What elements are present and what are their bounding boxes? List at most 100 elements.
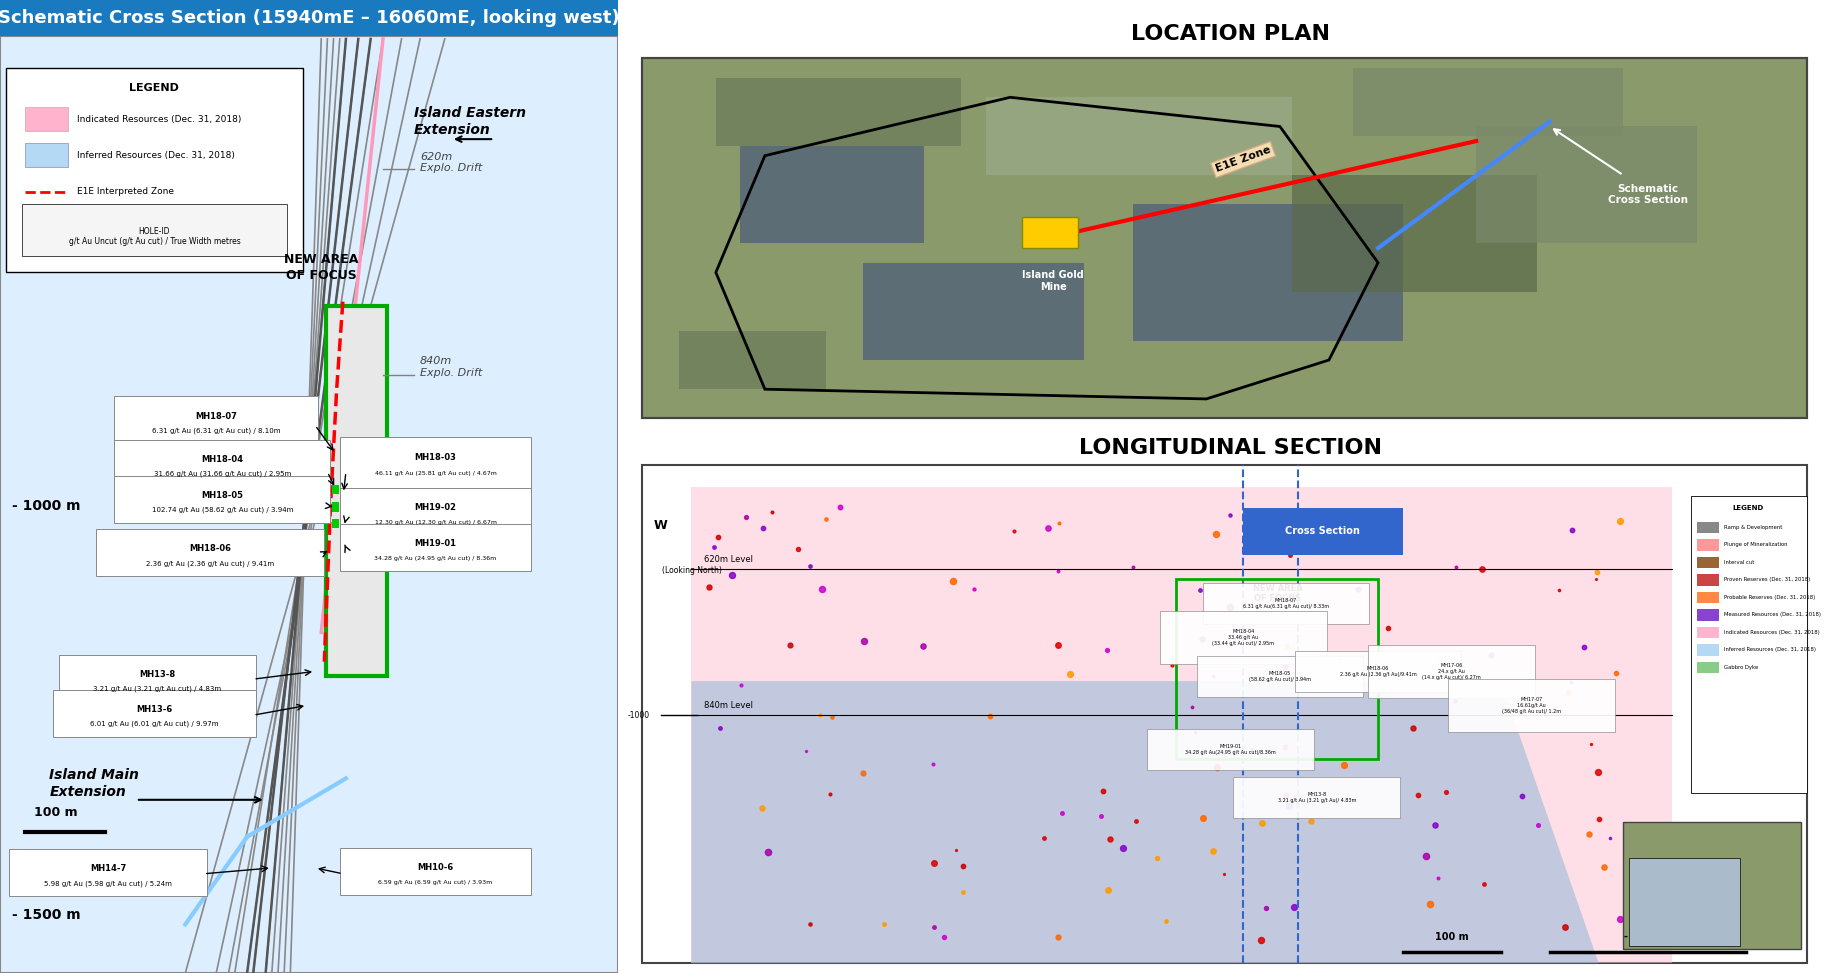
Text: (Looking North): (Looking North) bbox=[662, 566, 721, 575]
Text: 6.59 g/t Au (6.59 g/t Au cut) / 3.93m: 6.59 g/t Au (6.59 g/t Au cut) / 3.93m bbox=[378, 880, 492, 885]
Bar bbox=[1696, 627, 1719, 638]
Text: MH18-04: MH18-04 bbox=[201, 454, 243, 464]
Text: 100 m: 100 m bbox=[1435, 932, 1468, 942]
FancyBboxPatch shape bbox=[1294, 651, 1462, 692]
Text: Ramp & Development: Ramp & Development bbox=[1724, 524, 1781, 530]
Text: Probable Reserves (Dec. 31, 2018): Probable Reserves (Dec. 31, 2018) bbox=[1724, 595, 1814, 600]
Text: 12.30 g/t Au (12.30 g/t Au cut) / 6.67m: 12.30 g/t Au (12.30 g/t Au cut) / 6.67m bbox=[374, 520, 496, 525]
FancyBboxPatch shape bbox=[59, 655, 256, 702]
Text: - 1500 m: - 1500 m bbox=[1625, 932, 1673, 942]
Text: Interval cut: Interval cut bbox=[1724, 559, 1754, 565]
Text: Inferred Resources (Dec. 31, 2018): Inferred Resources (Dec. 31, 2018) bbox=[1724, 647, 1816, 653]
Text: 840m
Explo. Drift: 840m Explo. Drift bbox=[420, 356, 483, 378]
Bar bbox=[1022, 217, 1077, 248]
Bar bbox=[642, 58, 1807, 418]
Text: Measured Resources (Dec. 31, 2018): Measured Resources (Dec. 31, 2018) bbox=[1724, 612, 1820, 618]
Text: NEW AREA
OF FOCUS: NEW AREA OF FOCUS bbox=[1252, 584, 1302, 603]
FancyBboxPatch shape bbox=[52, 690, 256, 737]
Bar bbox=[1353, 68, 1623, 136]
Bar bbox=[1696, 557, 1719, 568]
Text: MH18-06
2.36 g/t Au (2.36 g/t Au)/9.41m: MH18-06 2.36 g/t Au (2.36 g/t Au)/9.41m bbox=[1339, 666, 1416, 677]
FancyBboxPatch shape bbox=[1202, 583, 1370, 624]
Bar bbox=[1691, 496, 1807, 793]
Text: MH18-06: MH18-06 bbox=[190, 544, 230, 554]
Bar bbox=[1176, 579, 1377, 759]
Text: MH19-01: MH19-01 bbox=[415, 539, 457, 549]
Bar bbox=[1696, 574, 1719, 586]
Text: LEGEND: LEGEND bbox=[1733, 505, 1765, 511]
Text: Indicated Resources (Dec. 31, 2018): Indicated Resources (Dec. 31, 2018) bbox=[1724, 630, 1820, 635]
Bar bbox=[642, 58, 1807, 418]
Text: - 1500 m: - 1500 m bbox=[13, 908, 81, 921]
Text: 34.28 g/t Au (24.95 g/t Au cut) / 8.36m: 34.28 g/t Au (24.95 g/t Au cut) / 8.36m bbox=[374, 556, 496, 561]
Text: -1000: -1000 bbox=[627, 710, 649, 720]
Text: Schematic Cross Section (15940mE – 16060mE, looking west): Schematic Cross Section (15940mE – 16060… bbox=[0, 9, 620, 27]
FancyBboxPatch shape bbox=[114, 476, 330, 523]
Text: 6.01 g/t Au (6.01 g/t Au cut) / 9.97m: 6.01 g/t Au (6.01 g/t Au cut) / 9.97m bbox=[90, 721, 219, 727]
Bar bbox=[24, 107, 68, 131]
Text: Gabbro Dyke: Gabbro Dyke bbox=[1724, 665, 1757, 670]
FancyBboxPatch shape bbox=[1234, 777, 1400, 818]
FancyBboxPatch shape bbox=[114, 396, 319, 445]
Text: LONGITUDINAL SECTION: LONGITUDINAL SECTION bbox=[1079, 438, 1383, 457]
FancyBboxPatch shape bbox=[1243, 508, 1403, 555]
Text: Island Eastern
Extension: Island Eastern Extension bbox=[413, 106, 526, 137]
Text: HOLE-ID
g/t Au Uncut (g/t Au cut) / True Width metres: HOLE-ID g/t Au Uncut (g/t Au cut) / True… bbox=[68, 227, 240, 246]
Text: - 1000 m: - 1000 m bbox=[13, 499, 81, 513]
Bar bbox=[1696, 662, 1719, 673]
Bar bbox=[1696, 592, 1719, 603]
Text: E1E Interpreted Zone: E1E Interpreted Zone bbox=[77, 187, 173, 197]
Text: MH13-6: MH13-6 bbox=[136, 704, 173, 714]
Bar bbox=[1623, 822, 1802, 949]
FancyBboxPatch shape bbox=[1368, 644, 1534, 699]
Text: MH14-7: MH14-7 bbox=[90, 864, 125, 874]
Bar bbox=[332, 502, 339, 512]
Text: W: W bbox=[655, 519, 668, 532]
Text: 5.98 g/t Au (5.98 g/t Au cut) / 5.24m: 5.98 g/t Au (5.98 g/t Au cut) / 5.24m bbox=[44, 881, 171, 886]
Bar bbox=[985, 97, 1293, 175]
Polygon shape bbox=[692, 486, 1673, 963]
FancyBboxPatch shape bbox=[6, 68, 302, 272]
Bar bbox=[715, 78, 961, 146]
Polygon shape bbox=[0, 0, 618, 973]
Text: Indicated Resources (Dec. 31, 2018): Indicated Resources (Dec. 31, 2018) bbox=[77, 115, 242, 125]
Text: 3.21 g/t Au (3.21 g/t Au cut) / 4.83m: 3.21 g/t Au (3.21 g/t Au cut) / 4.83m bbox=[94, 686, 221, 692]
FancyBboxPatch shape bbox=[339, 488, 531, 535]
Text: MH18-04
33.46 g/t Au
(33.44 g/t Au cut)/ 2.95m: MH18-04 33.46 g/t Au (33.44 g/t Au cut)/… bbox=[1212, 629, 1274, 646]
Text: 620m Level: 620m Level bbox=[704, 556, 752, 564]
Text: NEW AREA
OF FOCUS: NEW AREA OF FOCUS bbox=[284, 253, 358, 282]
Text: 100 m: 100 m bbox=[33, 807, 77, 819]
Text: Plunge of Mineralization: Plunge of Mineralization bbox=[1724, 542, 1787, 548]
Text: MH18-03: MH18-03 bbox=[415, 452, 457, 462]
Text: MH17-07
16.61g/t Au
(36/48 g/t Au cut)/ 1.2m: MH17-07 16.61g/t Au (36/48 g/t Au cut)/ … bbox=[1501, 697, 1560, 714]
Text: MH13-8
3.21 g/t Au (3.21 g/t Au)/ 4.83m: MH13-8 3.21 g/t Au (3.21 g/t Au)/ 4.83m bbox=[1278, 792, 1355, 804]
FancyBboxPatch shape bbox=[1448, 679, 1615, 732]
Bar bbox=[1696, 539, 1719, 551]
Bar bbox=[1132, 204, 1403, 341]
Text: MH18-05: MH18-05 bbox=[201, 490, 243, 500]
Text: LOCATION PLAN: LOCATION PLAN bbox=[1132, 24, 1330, 44]
Bar bbox=[24, 143, 68, 167]
Bar bbox=[1293, 175, 1538, 292]
Bar bbox=[741, 146, 924, 243]
Text: MH18-07: MH18-07 bbox=[195, 412, 238, 421]
FancyBboxPatch shape bbox=[22, 204, 288, 256]
Bar bbox=[1696, 522, 1719, 533]
Bar bbox=[642, 465, 1807, 963]
Text: 620m
Explo. Drift: 620m Explo. Drift bbox=[420, 152, 483, 173]
Bar bbox=[863, 263, 1084, 360]
Text: 6.31 g/t Au (6.31 g/t Au cut) / 8.10m: 6.31 g/t Au (6.31 g/t Au cut) / 8.10m bbox=[151, 428, 280, 434]
Text: 31.66 g/t Au (31.66 g/t Au cut) / 2.95m: 31.66 g/t Au (31.66 g/t Au cut) / 2.95m bbox=[153, 471, 291, 477]
Text: Proven Reserves (Dec. 31, 2018): Proven Reserves (Dec. 31, 2018) bbox=[1724, 577, 1811, 583]
FancyBboxPatch shape bbox=[1147, 729, 1315, 770]
Text: MH17-06
24.x g/t Au
(14.x g/t Au cut)/ 6.27m: MH17-06 24.x g/t Au (14.x g/t Au cut)/ 6… bbox=[1422, 663, 1481, 680]
Bar bbox=[332, 519, 339, 528]
Text: 840m Level: 840m Level bbox=[704, 702, 752, 710]
Text: Cross Section: Cross Section bbox=[1285, 526, 1361, 536]
Text: Schematic
Cross Section: Schematic Cross Section bbox=[1608, 184, 1687, 205]
Text: MH10-6: MH10-6 bbox=[417, 863, 454, 873]
FancyBboxPatch shape bbox=[339, 437, 531, 493]
Text: MH18-05
(58.62 g/t Au cut)/ 3.94m: MH18-05 (58.62 g/t Au cut)/ 3.94m bbox=[1248, 670, 1311, 682]
Text: E1E Zone: E1E Zone bbox=[1213, 145, 1272, 174]
FancyBboxPatch shape bbox=[96, 529, 325, 576]
